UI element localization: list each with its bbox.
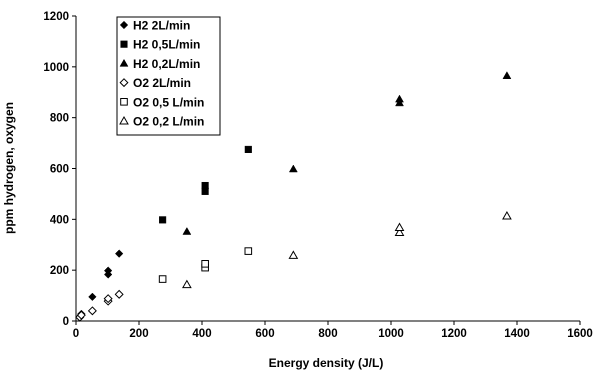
y-tick-label: 1000 [43,62,69,74]
series-2 [182,71,512,235]
legend: H2 2L/min H2 0,5L/min H2 0,2L/min O2 2L/min… [116,16,221,136]
y-tick-label: 1200 [43,11,69,23]
data-point [182,227,192,235]
legend-marker [119,20,129,30]
legend-marker [120,40,128,48]
legend-label: O2 0,2 L/min [133,115,204,129]
x-axis-title: Energy density (J/L) [269,356,384,370]
x-tick-label: 600 [255,328,274,340]
legend-label: H2 0,5L/min [133,38,200,52]
data-point [88,292,97,302]
data-points [75,71,512,322]
x-tick-label: 800 [318,328,337,340]
data-point [394,222,405,231]
data-point [288,164,298,173]
data-point [159,216,167,224]
data-point [76,310,86,320]
data-point [502,71,512,79]
y-tick-label: 800 [50,113,69,125]
x-tick-label: 400 [192,328,211,340]
data-point [395,94,404,103]
data-point [103,294,113,304]
legend-label: H2 0,2L/min [133,57,200,71]
data-point [502,211,512,220]
x-axis-ticks: 0 200 400 600 800 1000 1200 1400 1600 [73,321,593,340]
data-point [201,181,209,190]
data-point [244,247,253,255]
y-tick-label: 600 [50,164,69,176]
data-point [87,306,97,316]
legend-label: H2 2L/min [133,19,190,33]
legend-label: O2 2L/min [133,76,191,90]
data-point [244,145,252,153]
x-tick-label: 200 [129,328,148,340]
y-tick-label: 400 [50,214,69,226]
x-tick-label: 1600 [567,328,593,340]
legend-box [116,16,221,136]
data-point [395,98,404,107]
y-tick-label: 0 [63,316,69,328]
series-1 [159,145,252,224]
series-3 [75,289,124,322]
data-point [201,260,209,268]
data-point [115,249,124,258]
data-point [394,227,405,237]
x-tick-label: 0 [73,328,79,340]
x-tick-label: 1400 [504,328,530,340]
x-tick-label: 1200 [441,328,467,340]
data-point [103,266,113,275]
y-axis-ticks: 0 200 400 600 800 1000 1200 [43,11,76,328]
legend-marker [119,58,129,67]
series-0 [77,249,124,319]
data-point [114,289,124,299]
y-axis-title: ppm hydrogen, oxygen [2,102,16,234]
y-tick-label: 200 [50,265,69,277]
legend-marker [119,115,129,125]
data-point [288,250,299,259]
data-point [182,279,192,289]
x-tick-label: 1000 [378,328,404,340]
data-point [158,275,167,283]
series-5 [182,211,512,289]
legend-marker [120,98,128,106]
legend-label: O2 0,5 L/min [133,95,204,109]
legend-marker [119,78,129,88]
series-4 [158,247,253,283]
